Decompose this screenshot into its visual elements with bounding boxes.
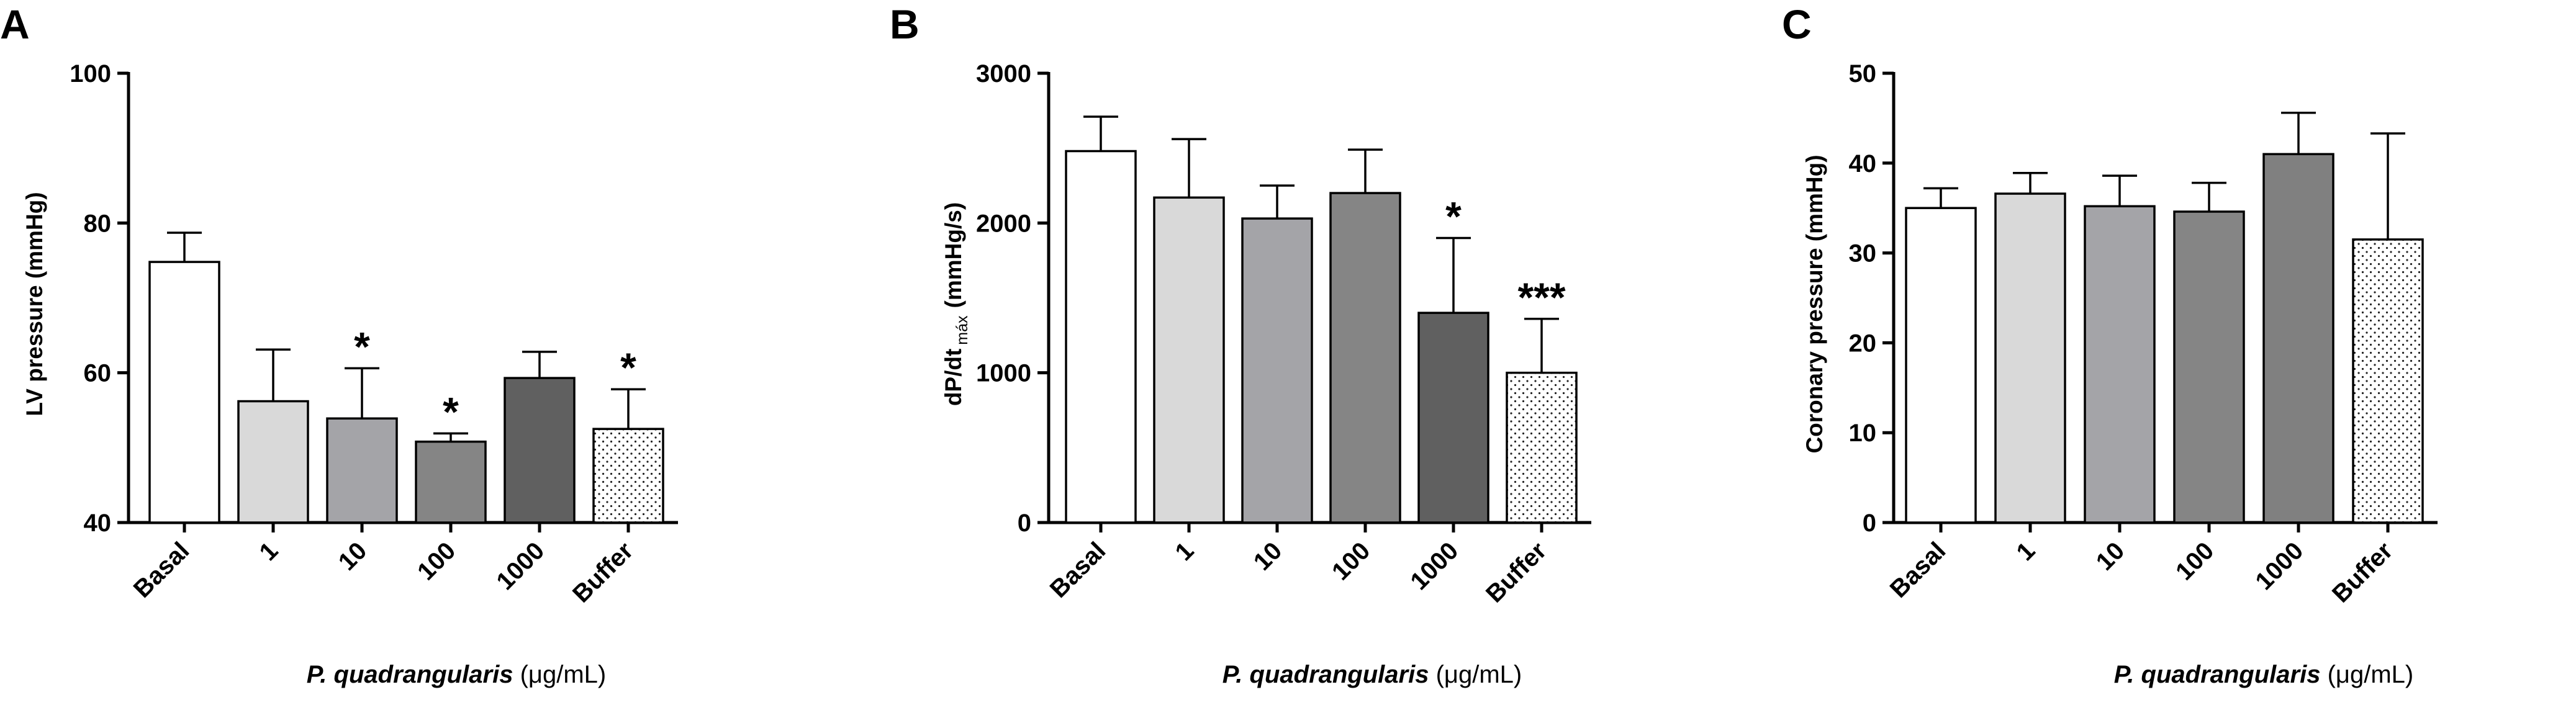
significance-marker: * bbox=[443, 388, 459, 434]
x-tick-label: 100 bbox=[412, 537, 461, 585]
x-axis-label: P. quadrangularis (μg/mL) bbox=[2114, 661, 2413, 688]
x-axis-label-unit: (μg/mL) bbox=[520, 661, 607, 688]
panel-letter: C bbox=[1782, 1, 1812, 47]
bar bbox=[1994, 192, 2066, 524]
y-tick-label: 0 bbox=[1863, 510, 1876, 537]
x-tick-label: 1000 bbox=[2250, 537, 2308, 595]
x-tick-label: Basal bbox=[1885, 537, 1951, 603]
panel-letter: A bbox=[0, 1, 30, 47]
x-tick-label: Buffer bbox=[2327, 537, 2398, 608]
x-tick-label: 1 bbox=[255, 537, 284, 566]
chart-panel-a: A LV pressure (mmHg) P. quadrangularis (… bbox=[0, 1, 678, 688]
bar bbox=[504, 377, 576, 524]
bar bbox=[592, 428, 664, 524]
y-tick-label: 3000 bbox=[976, 60, 1031, 88]
bar bbox=[1065, 150, 1137, 524]
x-tick-label: 1 bbox=[2012, 537, 2041, 566]
y-axis-label: dP/dt máx (mmHg/s) bbox=[941, 202, 971, 406]
x-tick-label: 100 bbox=[1327, 537, 1375, 585]
bar bbox=[415, 440, 487, 524]
bar bbox=[2352, 238, 2424, 524]
bar bbox=[1417, 312, 1489, 524]
x-tick-label: 1 bbox=[1170, 537, 1200, 566]
x-axis-label-species: P. quadrangularis bbox=[2114, 661, 2321, 688]
x-axis-label-species: P. quadrangularis bbox=[1222, 661, 1429, 688]
bar bbox=[148, 261, 220, 524]
y-tick-label: 80 bbox=[84, 210, 112, 237]
y-tick-label: 100 bbox=[70, 60, 111, 88]
y-tick-label: 60 bbox=[84, 360, 112, 387]
y-tick-label: 20 bbox=[1849, 330, 1877, 357]
bar bbox=[1153, 196, 1225, 524]
bar bbox=[326, 417, 398, 524]
x-tick-label: 10 bbox=[1249, 537, 1288, 576]
x-axis-label: P. quadrangularis (μg/mL) bbox=[1222, 661, 1522, 688]
bar bbox=[1329, 192, 1401, 524]
significance-marker: * bbox=[1445, 193, 1462, 239]
y-tick-label: 40 bbox=[84, 510, 112, 537]
chart-panel-c: C Coronary pressure (mmHg) P. quadrangul… bbox=[1782, 1, 2438, 688]
x-tick-label: 1000 bbox=[491, 537, 549, 595]
x-axis-label-unit: (μg/mL) bbox=[1436, 661, 1522, 688]
significance-marker: *** bbox=[1517, 274, 1565, 320]
x-axis-label-species: P. quadrangularis bbox=[307, 661, 513, 688]
y-tick-label: 2000 bbox=[976, 210, 1031, 237]
significance-marker: * bbox=[620, 344, 636, 390]
y-tick-label: 1000 bbox=[976, 360, 1031, 387]
y-axis-label-sub: máx bbox=[954, 315, 971, 345]
x-tick-label: 100 bbox=[2171, 537, 2219, 585]
y-tick-label: 50 bbox=[1849, 60, 1877, 88]
y-tick-label: 40 bbox=[1849, 150, 1877, 177]
y-axis-label-unit: (mmHg/s) bbox=[941, 202, 966, 308]
x-axis-label-unit: (μg/mL) bbox=[2328, 661, 2414, 688]
panel-letter: B bbox=[890, 1, 920, 47]
bar bbox=[1905, 207, 1977, 524]
bar bbox=[2173, 210, 2245, 524]
x-tick-label: 10 bbox=[2091, 537, 2130, 576]
y-axis-label: Coronary pressure (mmHg) bbox=[1802, 155, 1827, 453]
y-axis-label-main: dP/dt bbox=[941, 349, 966, 406]
significance-marker: * bbox=[354, 323, 370, 369]
x-axis-label: P. quadrangularis (μg/mL) bbox=[307, 661, 606, 688]
bar bbox=[1241, 217, 1313, 524]
y-tick-label: 10 bbox=[1849, 420, 1877, 447]
x-tick-label: Buffer bbox=[1481, 537, 1552, 608]
x-tick-label: 1000 bbox=[1405, 537, 1463, 595]
bar bbox=[1506, 371, 1578, 524]
bar bbox=[2262, 153, 2334, 524]
x-tick-label: Basal bbox=[129, 537, 195, 603]
x-tick-label: Basal bbox=[1045, 537, 1111, 603]
x-tick-label: Buffer bbox=[567, 537, 638, 608]
y-tick-label: 30 bbox=[1849, 240, 1877, 267]
y-tick-label: 0 bbox=[1018, 510, 1031, 537]
x-tick-label: 10 bbox=[333, 537, 373, 576]
bar bbox=[237, 400, 309, 524]
y-axis-label: LV pressure (mmHg) bbox=[22, 192, 47, 416]
bar bbox=[2084, 205, 2156, 524]
chart-panel-b: B dP/dt máx (mmHg/s) P. quadrangularis (μg… bbox=[890, 1, 1591, 688]
